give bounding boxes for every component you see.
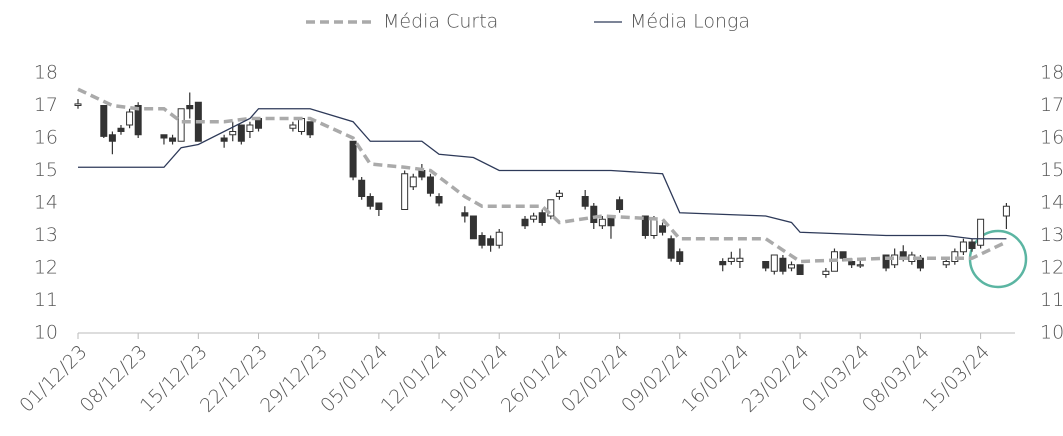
candle-body xyxy=(306,121,314,136)
candle-body xyxy=(126,111,134,126)
candle-body xyxy=(160,134,168,139)
candle-body xyxy=(839,251,847,259)
candle-body xyxy=(495,231,503,246)
candle-body xyxy=(237,124,245,142)
y2-tick-label: 18 xyxy=(1040,62,1063,84)
moving-average-line xyxy=(78,108,1007,240)
y2-tick-label: 10 xyxy=(1040,322,1063,344)
y-tick-label: 16 xyxy=(34,127,58,149)
candle-body xyxy=(650,218,658,236)
candle-body xyxy=(959,241,967,253)
candle-body xyxy=(401,173,409,210)
candle-body xyxy=(289,124,297,129)
legend-label: Média Longa xyxy=(630,11,750,33)
candle-body xyxy=(461,212,469,217)
candle-body xyxy=(108,134,116,142)
candle-body xyxy=(469,215,477,240)
candle-body xyxy=(779,257,787,272)
candle-body xyxy=(435,196,443,204)
candle-body xyxy=(418,170,426,178)
candle-body xyxy=(426,176,434,194)
candle-body xyxy=(727,257,735,262)
candle-body xyxy=(74,103,82,106)
candle-body xyxy=(968,241,976,249)
candle-body xyxy=(100,105,108,137)
candle-body xyxy=(796,264,804,275)
candle-body xyxy=(676,251,684,262)
candle-body xyxy=(177,108,185,142)
moving-average-line xyxy=(77,87,1008,264)
candle-body xyxy=(117,127,125,132)
y2-tick-label: 12 xyxy=(1040,257,1063,279)
candle-body xyxy=(762,261,770,269)
candle-body xyxy=(667,238,675,259)
y-tick-label: 13 xyxy=(34,224,58,246)
candle-body xyxy=(487,238,495,246)
y-tick-label: 14 xyxy=(34,192,58,214)
candle-body xyxy=(375,202,383,210)
candle-body xyxy=(229,131,237,136)
y-tick-label: 15 xyxy=(34,159,58,181)
candle-body xyxy=(530,215,538,220)
candle-body xyxy=(521,218,529,227)
candle-body xyxy=(856,264,864,267)
candle-body xyxy=(848,261,856,266)
candle-body xyxy=(547,199,555,217)
y-tick-label: 10 xyxy=(34,322,58,344)
candle-body xyxy=(134,105,142,136)
candle-body xyxy=(822,270,830,275)
candle-body xyxy=(220,137,228,142)
candle-body xyxy=(590,205,598,223)
y-tick-label: 12 xyxy=(34,257,58,279)
candle-body xyxy=(942,261,950,266)
candle-body xyxy=(659,225,667,233)
candle-body xyxy=(555,192,563,197)
candle-body xyxy=(1002,205,1010,217)
candle-body xyxy=(246,124,254,132)
candle-body xyxy=(882,254,890,269)
legend-label: Média Curta xyxy=(383,11,498,33)
candle-body xyxy=(581,196,589,207)
y2-tick-label: 15 xyxy=(1040,159,1063,181)
y-tick-label: 17 xyxy=(34,94,58,116)
candle-body xyxy=(787,264,795,269)
y2-tick-label: 11 xyxy=(1040,289,1063,311)
candle-body xyxy=(186,105,194,110)
candle-body xyxy=(366,196,374,207)
y-tick-label: 11 xyxy=(34,289,58,311)
candle-body xyxy=(641,215,649,236)
y2-tick-label: 13 xyxy=(1040,224,1063,246)
y2-tick-label: 16 xyxy=(1040,127,1063,149)
candle-body xyxy=(538,212,546,223)
candle-body xyxy=(977,218,985,246)
candle-body xyxy=(169,137,177,142)
candle-body xyxy=(598,218,606,227)
y2-tick-label: 14 xyxy=(1040,192,1063,214)
candle-body xyxy=(298,118,306,132)
candle-body xyxy=(616,199,624,210)
candle-body xyxy=(349,140,357,178)
candle-body xyxy=(736,257,744,262)
y-tick-label: 18 xyxy=(34,62,58,84)
candle-body xyxy=(719,261,727,266)
candle-body xyxy=(770,254,778,272)
candle-body xyxy=(409,176,417,188)
candle-body xyxy=(478,235,486,246)
y2-tick-label: 17 xyxy=(1040,94,1063,116)
candle-body xyxy=(358,179,366,197)
